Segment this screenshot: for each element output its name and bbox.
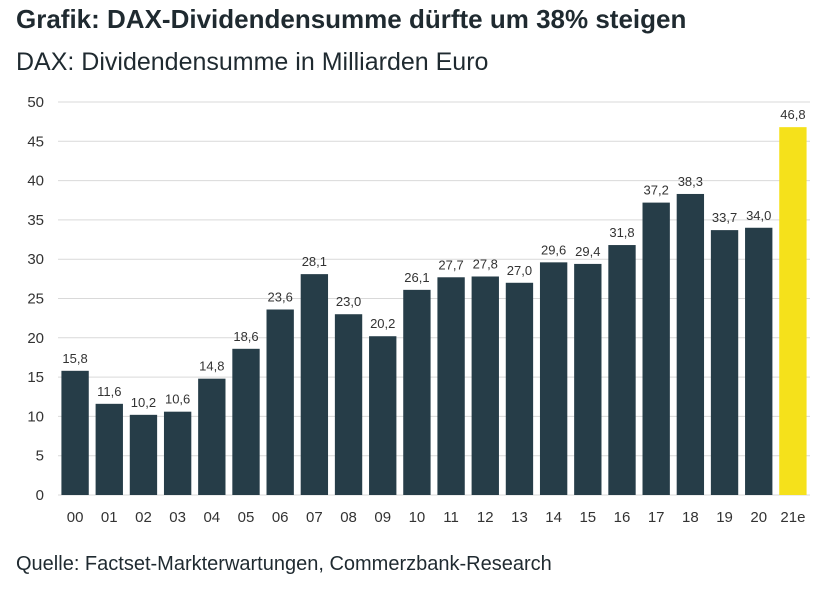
data-label: 11,6 — [97, 384, 121, 399]
y-tick-label: 20 — [27, 330, 44, 347]
data-label: 38,3 — [678, 174, 703, 189]
y-axis-ticks: 0 5 10 15 20 25 30 35 40 45 50 — [27, 94, 44, 504]
data-label: 23,0 — [336, 294, 361, 309]
bar — [129, 414, 158, 495]
bar — [369, 336, 397, 495]
bar — [232, 348, 260, 495]
x-tick-label: 21e — [780, 509, 805, 526]
y-tick-label: 30 — [27, 251, 44, 268]
bar — [437, 277, 465, 495]
bar — [334, 314, 363, 495]
x-tick-label: 01 — [101, 509, 118, 526]
data-label: 23,6 — [268, 290, 293, 305]
bar — [266, 309, 294, 495]
bar — [471, 276, 499, 495]
data-label: 14,8 — [199, 359, 224, 374]
x-tick-label: 12 — [477, 509, 494, 526]
bar — [642, 202, 670, 495]
bar — [574, 263, 602, 495]
data-label: 31,8 — [609, 225, 634, 240]
x-axis-ticks: 00 01 02 03 04 05 06 07 08 09 10 11 12 13 14 15 16 17 18 19… — [67, 509, 806, 526]
bar — [779, 127, 807, 495]
data-label: 27,8 — [473, 256, 498, 271]
chart-subtitle: DAX: Dividendensumme in Milliarden Euro — [16, 48, 489, 76]
x-tick-label: 07 — [306, 509, 323, 526]
y-tick-label: 10 — [27, 408, 44, 425]
x-tick-label: 02 — [135, 509, 152, 526]
data-label: 26,1 — [404, 270, 429, 285]
x-tick-label: 00 — [67, 509, 84, 526]
x-tick-label: 05 — [238, 509, 255, 526]
data-label: 27,7 — [438, 257, 463, 272]
y-tick-label: 5 — [36, 448, 44, 465]
x-tick-label: 20 — [750, 509, 767, 526]
y-tick-label: 15 — [27, 369, 44, 386]
x-tick-label: 18 — [682, 509, 699, 526]
x-tick-label: 08 — [340, 509, 357, 526]
data-label: 10,2 — [131, 395, 156, 410]
data-label: 10,6 — [165, 392, 190, 407]
x-tick-label: 19 — [716, 509, 733, 526]
x-tick-label: 15 — [579, 509, 596, 526]
data-label: 28,1 — [302, 254, 327, 269]
bar — [676, 193, 705, 495]
y-tick-label: 45 — [27, 133, 44, 150]
bar — [163, 411, 192, 495]
y-tick-label: 35 — [27, 212, 44, 229]
data-label: 33,7 — [712, 210, 737, 225]
bar — [745, 227, 773, 495]
bar — [61, 370, 89, 495]
x-tick-label: 06 — [272, 509, 289, 526]
x-tick-label: 10 — [409, 509, 426, 526]
bar — [300, 274, 329, 495]
x-tick-label: 14 — [545, 509, 562, 526]
x-tick-label: 17 — [648, 509, 665, 526]
data-label: 15,8 — [62, 351, 87, 366]
x-tick-label: 09 — [374, 509, 391, 526]
bar — [198, 378, 226, 495]
data-label: 37,2 — [644, 183, 669, 198]
data-label: 29,6 — [541, 242, 566, 257]
bar — [403, 289, 431, 495]
chart-title: Grafik: DAX-Dividendensumme dürfte um 38… — [16, 4, 687, 34]
source-note: Quelle: Factset-Markterwartungen, Commer… — [16, 553, 552, 575]
x-tick-label: 13 — [511, 509, 528, 526]
y-tick-label: 50 — [27, 94, 44, 111]
bar — [539, 262, 568, 495]
data-label: 20,2 — [370, 316, 395, 331]
x-tick-label: 04 — [203, 509, 220, 526]
y-tick-label: 40 — [27, 173, 44, 190]
data-label: 29,4 — [575, 244, 600, 259]
x-tick-label: 11 — [443, 509, 459, 526]
x-tick-label: 03 — [169, 509, 186, 526]
bar — [505, 282, 534, 495]
y-tick-label: 0 — [36, 487, 44, 504]
y-tick-label: 25 — [27, 291, 44, 308]
data-label: 18,6 — [233, 329, 258, 344]
data-labels: 15,8 11,6 10,2 10,6 14,8 18,6 23,6 28,1 23,0 20,2… — [62, 107, 805, 410]
bar — [710, 230, 739, 496]
bar — [95, 403, 123, 495]
x-tick-label: 16 — [614, 509, 631, 526]
bars — [61, 127, 807, 496]
bar — [608, 245, 636, 495]
data-label: 34,0 — [746, 208, 771, 223]
data-label: 46,8 — [780, 107, 805, 122]
data-label: 27,0 — [507, 263, 532, 278]
